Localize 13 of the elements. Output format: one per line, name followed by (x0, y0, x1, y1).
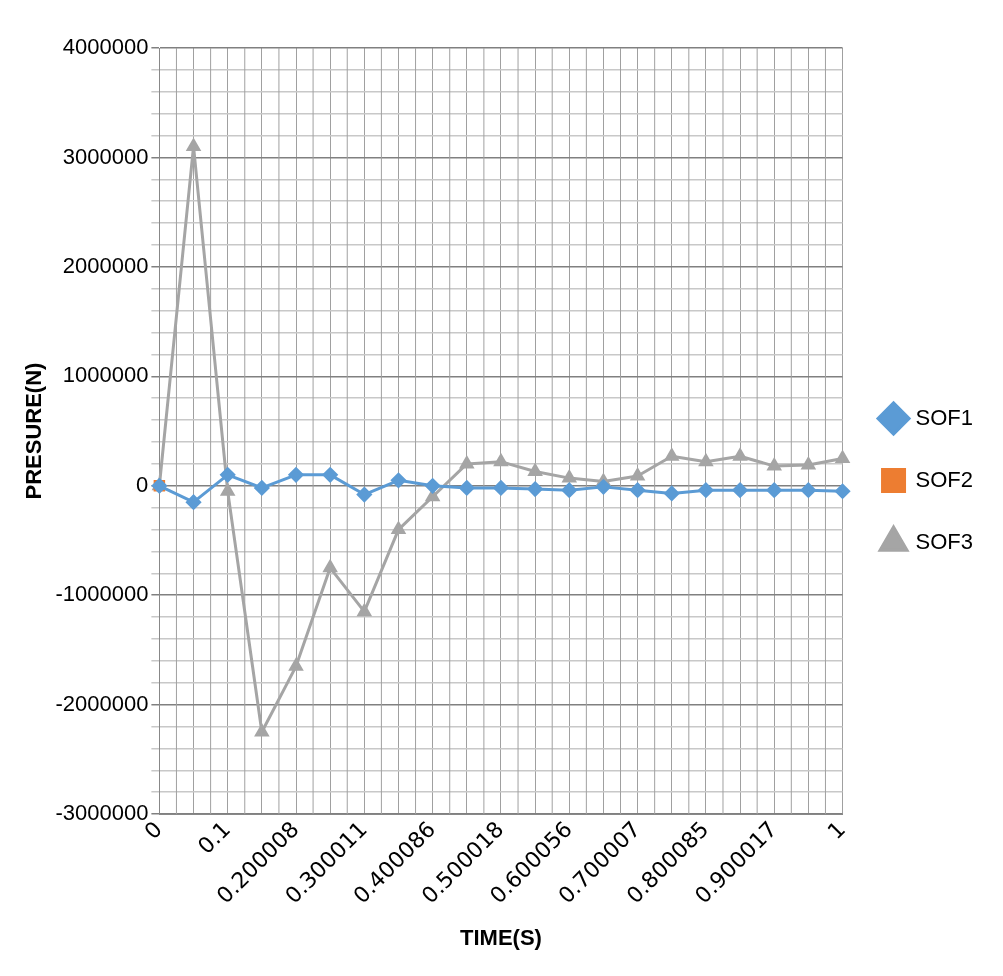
y-tick-label: 2000000 (62, 252, 149, 278)
legend-label: SOF3 (915, 528, 974, 554)
y-tick-label: 0 (136, 471, 149, 497)
y-tick-label: -1000000 (55, 581, 149, 607)
y-tick-label: 3000000 (62, 143, 149, 169)
y-tick-label: -2000000 (55, 690, 149, 716)
legend-label: SOF1 (915, 404, 974, 430)
legend-label: SOF2 (915, 466, 974, 492)
x-tick-label: 1 (822, 816, 851, 844)
y-tick-label: 1000000 (62, 362, 149, 388)
y-tick-label: 4000000 (62, 34, 149, 60)
y-axis-title: PRESURE(N) (21, 362, 47, 500)
x-axis-title: TIME(S) (460, 925, 542, 950)
